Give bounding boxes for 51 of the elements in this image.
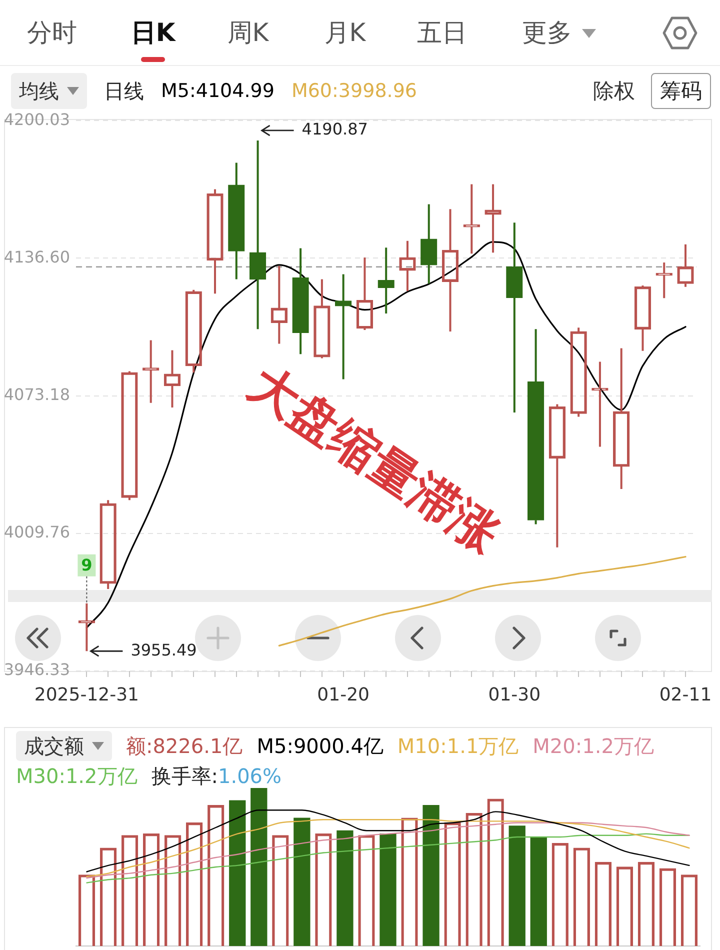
bar (229, 800, 246, 946)
y-tick-label: 4136.60 (4, 247, 70, 266)
x-tick-label: 01-30 (488, 684, 541, 706)
x-tick-label: 2025-12-31 (34, 684, 139, 706)
annotation: 3955.49 (130, 640, 197, 660)
text: 周K (227, 17, 269, 49)
text: M30:1.2万亿 (16, 763, 138, 790)
x-tick-label: 02-11 (659, 684, 712, 706)
line-series (278, 556, 686, 646)
bar (380, 833, 396, 946)
text: M60:3998.96 (291, 79, 417, 104)
candlestick (378, 246, 394, 315)
y-tick-label: 4073.18 (4, 384, 70, 404)
candlestick (420, 203, 438, 285)
annotation: 1.06% (218, 763, 282, 790)
text: 日K (130, 17, 176, 49)
text: 五日 (417, 17, 467, 49)
button-box: 筹码 (651, 73, 711, 109)
candlestick (249, 139, 266, 330)
y-tick-label: 3946.33 (4, 660, 70, 680)
candlestick (292, 247, 309, 356)
bar (294, 818, 310, 946)
bar (530, 836, 547, 946)
candlestick (334, 273, 352, 380)
text: 分时 (27, 17, 77, 49)
text: M20:1.2万亿 (532, 733, 654, 760)
bar (336, 830, 354, 946)
text: 月K (324, 17, 366, 49)
dropdown-box: 均线 (11, 73, 87, 109)
y-tick-label: 4009.76 (4, 522, 70, 542)
dropdown-box: 成交额 (16, 731, 112, 761)
chart-title: 成交额 (24, 733, 84, 760)
bar (250, 788, 268, 946)
text: 除权 (593, 78, 635, 105)
annotation: 9 (81, 556, 92, 575)
text: M5:9000.4亿 (256, 733, 384, 760)
text: 日线 (104, 78, 144, 104)
annotation: 4190.87 (302, 120, 368, 139)
candlestick (506, 222, 523, 414)
text: 更多 (522, 17, 572, 49)
series-label: 额:8226.1亿 (126, 733, 243, 760)
annotation: 换手率: (151, 763, 218, 790)
text: M5:4104.99 (161, 79, 274, 104)
x-tick-label: 01-20 (317, 684, 370, 706)
annotation: 大盘缩量滞涨 (239, 356, 510, 564)
bar (508, 826, 526, 946)
bar (422, 805, 440, 946)
y-tick-label: 4200.03 (4, 110, 70, 129)
candlestick (228, 162, 245, 280)
candlestick (527, 328, 544, 526)
text: M10:1.1万亿 (397, 733, 519, 760)
